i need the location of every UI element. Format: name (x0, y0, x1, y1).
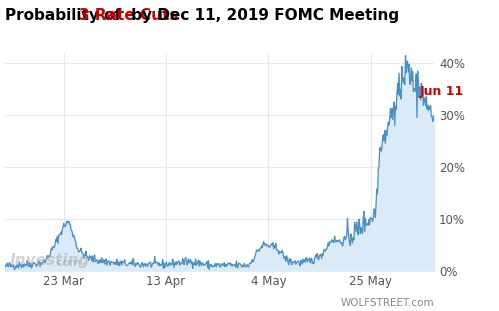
Text: Jun 11: Jun 11 (420, 85, 464, 98)
Text: by Dec 11, 2019 FOMC Meeting: by Dec 11, 2019 FOMC Meeting (126, 8, 399, 23)
Text: 3 Rate Cuts: 3 Rate Cuts (79, 8, 178, 23)
Text: Investing: Investing (10, 253, 90, 268)
Text: WOLFSTREET.com: WOLFSTREET.com (340, 298, 434, 308)
Text: .com: .com (54, 258, 81, 268)
Text: Probability of: Probability of (5, 8, 126, 23)
